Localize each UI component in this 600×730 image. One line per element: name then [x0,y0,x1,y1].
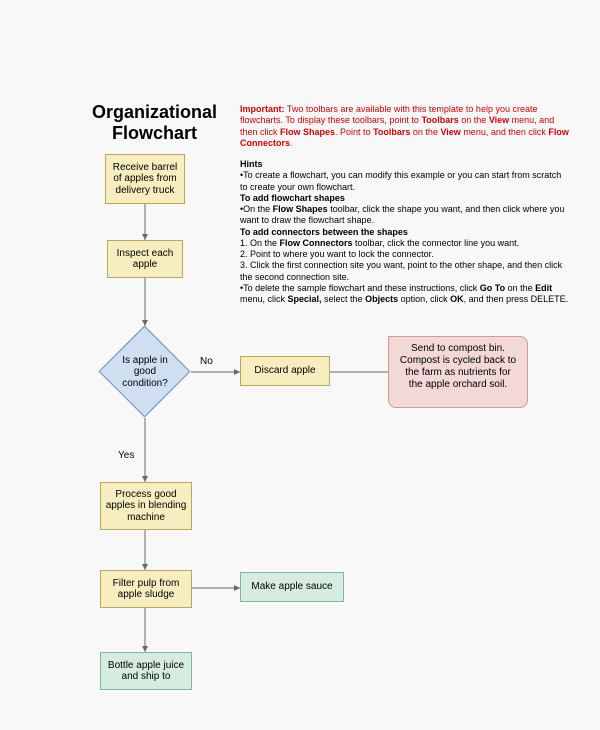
hint-line: 2. Point to where you want to lock the c… [240,249,570,260]
process-n1: Receive barrel of apples from delivery t… [105,154,185,204]
process-n2: Inspect each apple [107,240,183,278]
hint-line: 1. On the Flow Connectors toolbar, click… [240,238,570,249]
hints-title: Hints [240,159,570,170]
important-note: Important: Two toolbars are available wi… [240,104,570,149]
hint-line: •On the Flow Shapes toolbar, click the s… [240,204,570,227]
hint-line: •To create a flowchart, you can modify t… [240,170,570,193]
decision-n3: Is apple in good condition? [99,326,191,418]
process-n6: Process good apples in blending machine [100,482,192,530]
process-n8: Make apple sauce [240,572,344,602]
hint-line: 3. Click the first connection site you w… [240,260,570,283]
process-n4: Discard apple [240,356,330,386]
process-n7: Filter pulp from apple sludge [100,570,192,608]
edge-label: Yes [118,450,134,461]
page-title: OrganizationalFlowchart [72,102,237,143]
hint-subtitle: To add connectors between the shapes [240,227,570,238]
node-label: Is apple in good condition? [99,326,191,418]
hint-subtitle: To add flowchart shapes [240,193,570,204]
edge-label: No [200,356,213,367]
instructions-panel: Important: Two toolbars are available wi… [240,104,570,305]
hint-line: •To delete the sample flowchart and thes… [240,283,570,306]
callout-n5: Send to compost bin. Compost is cycled b… [388,336,528,408]
process-n9: Bottle apple juice and ship to [100,652,192,690]
